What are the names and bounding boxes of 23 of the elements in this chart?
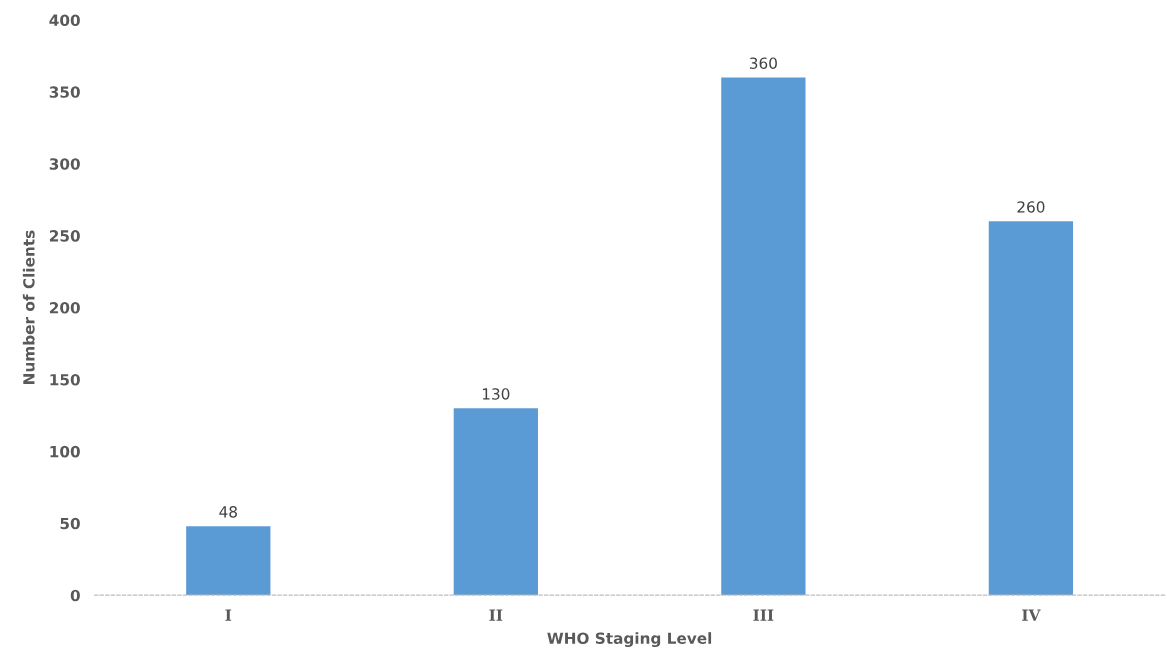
bar <box>453 408 538 596</box>
y-tick-label: 150 <box>50 373 80 386</box>
y-tick-label: 100 <box>50 445 80 458</box>
x-tick-label: IV <box>1022 609 1041 621</box>
x-axis-title: WHO Staging Level <box>547 632 712 648</box>
data-label: 130 <box>482 388 510 400</box>
bar <box>186 526 271 596</box>
data-label: 360 <box>749 57 777 69</box>
x-tick-label: III <box>753 609 774 621</box>
y-axis-title: Number of Clients <box>22 230 35 384</box>
y-tick-label: 400 <box>49 14 80 26</box>
y-tick-label: 250 <box>49 230 80 242</box>
x-tick-label: II <box>489 609 503 621</box>
y-tick-label: 50 <box>60 517 80 530</box>
x-tick-label: I <box>225 609 232 621</box>
y-tick-label: 300 <box>49 158 80 170</box>
bar <box>721 77 806 596</box>
data-label: 48 <box>219 506 237 518</box>
bar <box>988 221 1074 596</box>
data-label: 260 <box>1017 201 1045 213</box>
y-tick-label: 0 <box>70 589 80 602</box>
y-tick-label: 350 <box>49 86 80 98</box>
y-tick-label: 200 <box>49 302 80 314</box>
